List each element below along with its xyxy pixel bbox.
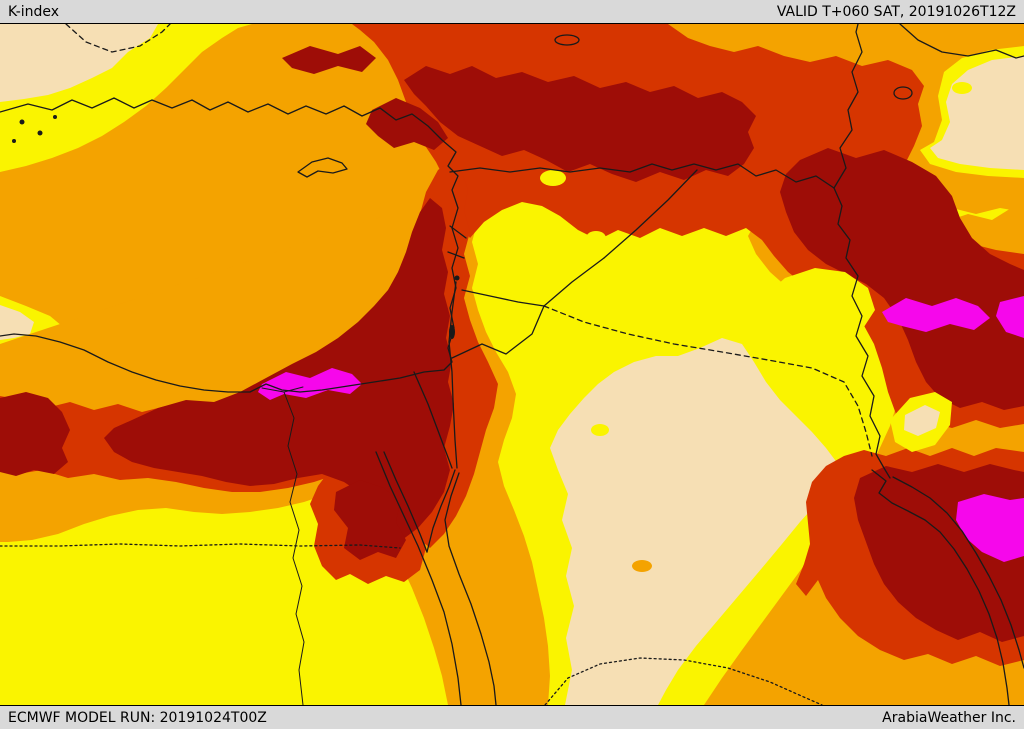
- attribution-label: ArabiaWeather Inc.: [882, 709, 1016, 726]
- border-syria-iraq: [603, 169, 698, 259]
- coastline-sinai-east: [426, 469, 456, 553]
- border-iraq-saudi: [543, 305, 873, 457]
- dead-sea: [449, 325, 455, 339]
- border-jordan-saudi: [451, 305, 545, 359]
- contour-pockets-orange: [632, 560, 652, 572]
- coastline-sinai-west: [383, 451, 428, 553]
- border-caucasus: [899, 24, 1024, 59]
- coastline-gulf-southwest: [871, 469, 1010, 705]
- aegean-island: [19, 119, 25, 125]
- aegean-island: [37, 130, 43, 136]
- border-iraq-iran: [833, 187, 891, 479]
- border-turkey-syria-iraq: [449, 163, 835, 189]
- lake-tuz: [554, 34, 580, 46]
- coastline-red-sea-east: [444, 472, 497, 705]
- kindex-contour-map: [0, 24, 1024, 705]
- coastline-gulf-northeast: [892, 476, 1024, 669]
- border-overlay: [0, 24, 1024, 705]
- border-turkey-iran: [833, 24, 863, 189]
- footer-bar: ECMWF MODEL RUN: 20191024T00Z ArabiaWeat…: [0, 705, 1024, 729]
- lake-urmia: [893, 86, 913, 100]
- border-maritime-aegean: [65, 24, 171, 53]
- coastline-mediterranean: [0, 97, 459, 393]
- coastline-red-sea-west: [375, 451, 462, 705]
- aegean-island: [12, 139, 16, 143]
- border-syria-jordan: [461, 289, 545, 307]
- weather-map: [0, 24, 1024, 705]
- cyprus-island: [297, 157, 348, 178]
- model-run-label: ECMWF MODEL RUN: 20191024T00Z: [8, 709, 267, 726]
- border-lebanon: [447, 225, 467, 259]
- map-title: K-index: [8, 3, 60, 20]
- border-egypt-israel: [413, 371, 453, 469]
- aegean-island: [53, 115, 57, 119]
- header-bar: K-index VALID T+060 SAT, 20191026T12Z: [0, 0, 1024, 24]
- border-saudi-south: [544, 657, 823, 705]
- small-islands: [12, 115, 460, 339]
- nile-delta: [261, 386, 304, 393]
- border-jordan-iraq: [543, 257, 605, 307]
- border-egypt-sudan: [0, 543, 401, 549]
- nile-river: [283, 391, 305, 705]
- border-jordan-valley: [448, 281, 458, 469]
- contour-pockets-cream: [904, 405, 940, 436]
- valid-time-label: VALID T+060 SAT, 20191026T12Z: [776, 3, 1016, 20]
- sea-of-galilee: [454, 275, 460, 281]
